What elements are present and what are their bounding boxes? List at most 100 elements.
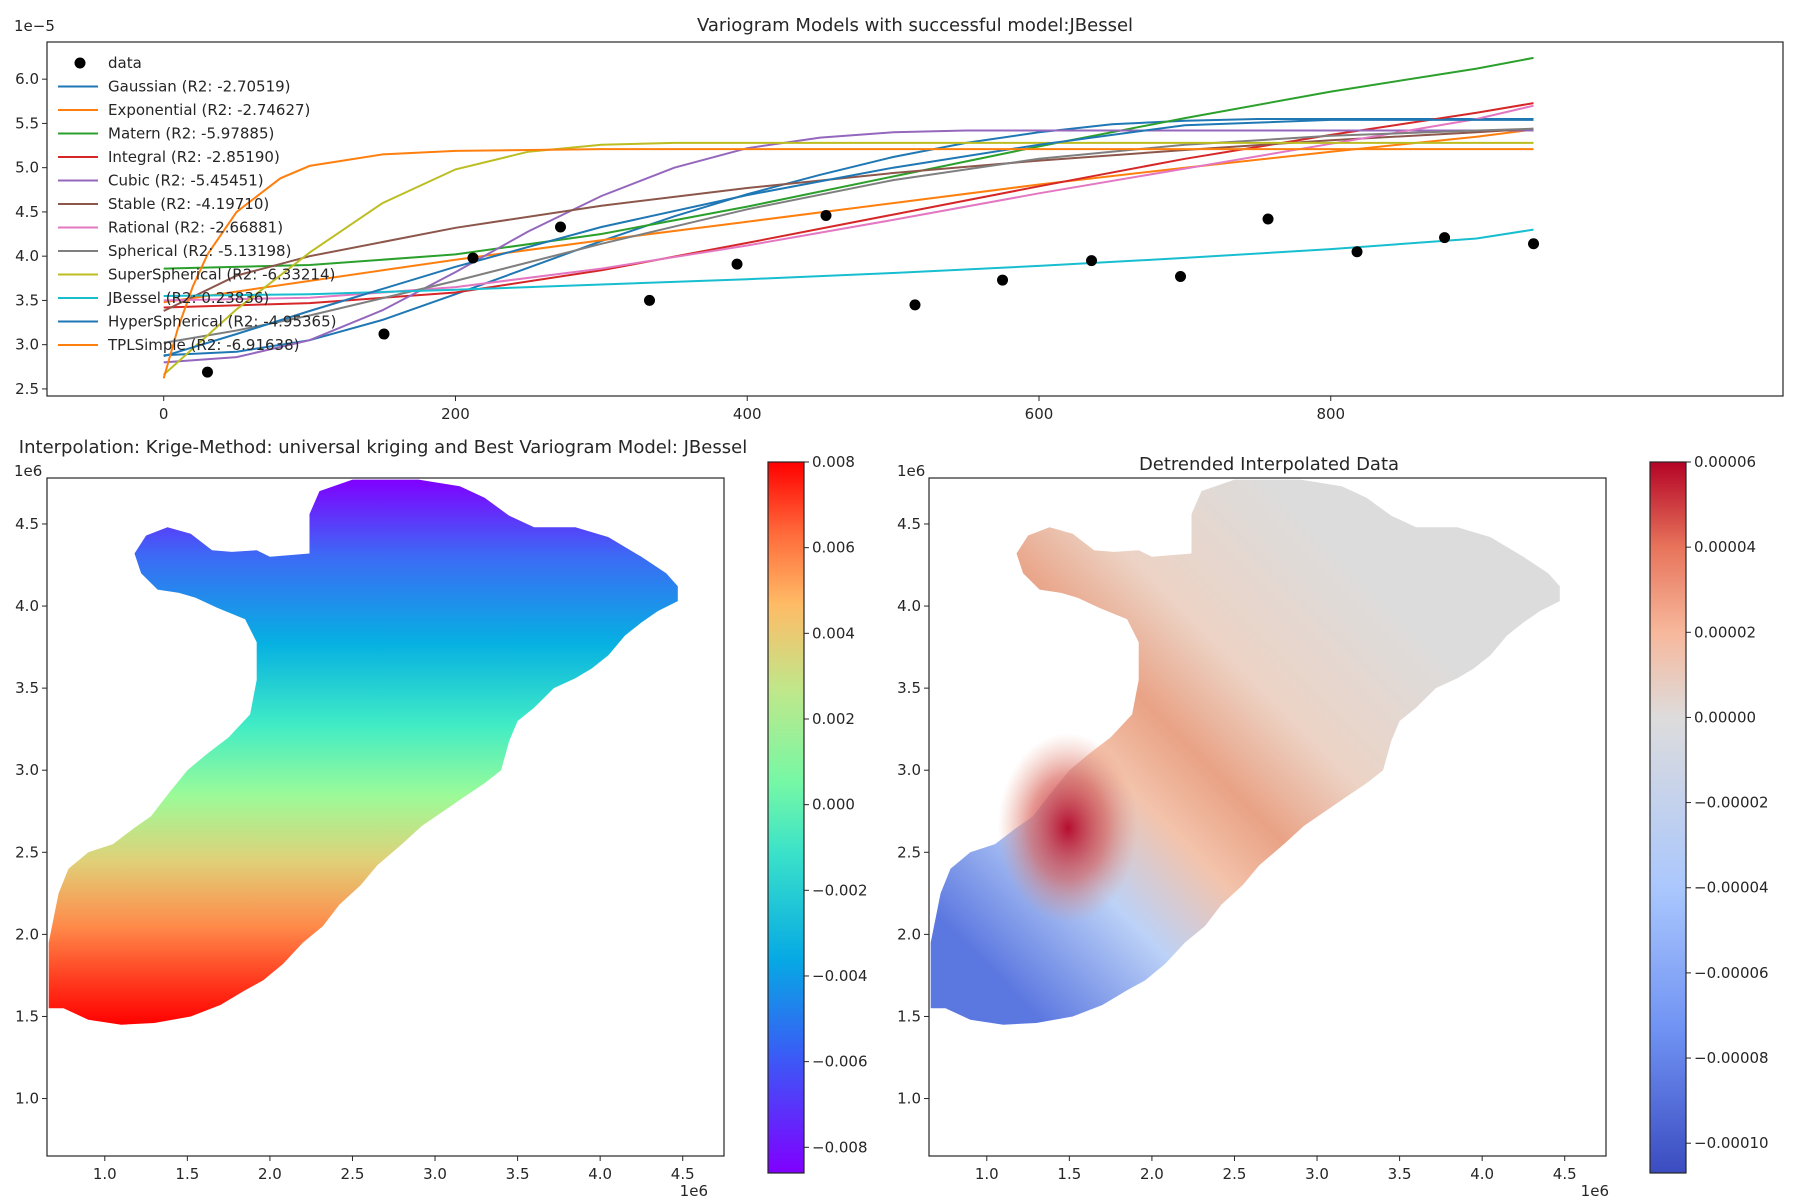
legend-label: HyperSpherical (R2: -4.95365)	[108, 313, 337, 331]
variogram-data-points	[201, 209, 1540, 378]
colorbar-tick-label: −0.002	[812, 881, 868, 899]
interpolation-axes-ticks: 1.0 1.5 2.0 2.5 3.0 3.5 4.0 4.5 1.0 1.5 2.0 2.5 3.0 3…	[15, 515, 695, 1183]
y-tick-label: 6.0	[15, 70, 39, 88]
legend-label: Matern (R2: -5.97885)	[108, 125, 274, 143]
data-point	[1262, 213, 1274, 225]
x-tick-label: 4.5	[1553, 1165, 1577, 1183]
x-tick-label: 3.5	[1388, 1165, 1412, 1183]
y-tick-label: 2.0	[15, 925, 39, 943]
y-tick-label: 1.5	[897, 1007, 921, 1025]
legend-label: TPLSimple (R2: -6.91638)	[107, 336, 299, 354]
x-tick-label: 1.5	[1057, 1165, 1081, 1183]
interpolated-surface	[48, 479, 678, 1025]
colorbar-tick-label: 0.00006	[1694, 453, 1756, 471]
legend-label: SuperSpherical (R2: -6.33214)	[108, 266, 335, 284]
variogram-plot-frame	[46, 41, 1784, 397]
interpolation-colorbar	[767, 461, 805, 1174]
colorbar-tick-label: −0.00008	[1694, 1049, 1769, 1067]
detrended-colorbar	[1649, 461, 1687, 1174]
y-tick-label: 3.5	[897, 679, 921, 697]
y-tick-label: 4.5	[15, 515, 39, 533]
data-point	[1086, 255, 1098, 267]
x-tick-label: 600	[1025, 405, 1054, 423]
x-tick-label: 1.5	[175, 1165, 199, 1183]
legend-label: data	[108, 54, 142, 72]
x-tick-label: 800	[1316, 405, 1345, 423]
y-tick-label: 5.0	[15, 159, 39, 177]
x-tick-label: 1.0	[93, 1165, 117, 1183]
colorbar-tick-label: 0.008	[812, 453, 855, 471]
detrended-plot-frame	[928, 477, 1607, 1157]
colorbar-tick-label: 0.002	[812, 710, 855, 728]
colorbar-tick-label: −0.00002	[1694, 794, 1769, 812]
x-tick-label: 3.5	[506, 1165, 530, 1183]
interpolation-panel: Interpolation: Krige-Method: universal k…	[14, 437, 868, 1200]
colorbar-tick-label: 0.006	[812, 539, 855, 557]
x-tick-label: 2.0	[258, 1165, 282, 1183]
colorbar-tick-label: −0.008	[812, 1138, 868, 1156]
variogram-panel: Variogram Models with successful model:J…	[14, 15, 1784, 423]
model-curve	[163, 128, 1534, 304]
legend-label: Rational (R2: -2.66881)	[108, 219, 283, 237]
colorbar-tick-label: 0.000	[812, 796, 855, 814]
detrended-hotspot	[998, 733, 1138, 923]
y-tick-label: 3.5	[15, 679, 39, 697]
model-curve	[163, 141, 1534, 376]
x-tick-label: 4.0	[588, 1165, 612, 1183]
x-tick-label: 1.0	[975, 1165, 999, 1183]
model-curve	[163, 118, 1534, 357]
data-point	[1439, 232, 1451, 244]
model-curve	[162, 148, 1534, 379]
data-point	[201, 366, 213, 378]
model-curve	[163, 118, 1534, 358]
interpolation-colorbar-ticks: 0.008 0.006 0.004 0.002 0.000 −0.002 −0.004 −0.…	[804, 453, 868, 1156]
colorbar-tick-label: −0.00006	[1694, 964, 1769, 982]
legend-label: Cubic (R2: -5.45451)	[108, 172, 264, 190]
y-tick-label: 3.0	[15, 761, 39, 779]
x-tick-label: 2.0	[1140, 1165, 1164, 1183]
variogram-y-offset-label: 1e−5	[14, 17, 55, 35]
variogram-model-lines	[162, 56, 1534, 379]
variogram-title: Variogram Models with successful model:J…	[697, 15, 1133, 36]
y-tick-label: 3.0	[897, 761, 921, 779]
interpolation-x-offset-label: 1e6	[680, 1182, 708, 1200]
colorbar-tick-label: −0.00004	[1694, 879, 1769, 897]
detrended-x-offset-label: 1e6	[1581, 1182, 1609, 1200]
data-point	[1351, 246, 1363, 258]
data-point	[820, 209, 832, 221]
y-tick-label: 4.5	[15, 203, 39, 221]
x-tick-label: 3.0	[1305, 1165, 1329, 1183]
data-point	[1528, 238, 1540, 250]
detrended-surface	[930, 479, 1560, 1025]
data-point	[909, 299, 921, 311]
y-tick-label: 2.5	[15, 380, 39, 398]
model-curve	[163, 228, 1534, 297]
legend-label: Gaussian (R2: -2.70519)	[108, 78, 291, 96]
data-point	[467, 252, 479, 264]
y-tick-label: 4.5	[897, 515, 921, 533]
colorbar-tick-label: 0.00004	[1694, 538, 1756, 556]
model-curve	[163, 56, 1534, 270]
detrended-axes-ticks: 1.0 1.5 2.0 2.5 3.0 3.5 4.0 4.5 1.0 1.5 2.0 2.5 3.0 3…	[897, 515, 1577, 1183]
colorbar-tick-label: 0.004	[812, 624, 855, 642]
x-tick-label: 4.5	[671, 1165, 695, 1183]
y-tick-label: 3.5	[15, 291, 39, 309]
y-tick-label: 4.0	[15, 597, 39, 615]
x-tick-label: 0	[159, 405, 169, 423]
y-tick-label: 2.0	[897, 925, 921, 943]
colorbar-tick-label: −0.006	[812, 1053, 868, 1071]
variogram-legend: data Gaussian (R2: -2.70519) Exponential (…	[58, 54, 337, 354]
colorbar-tick-label: −0.00010	[1694, 1134, 1769, 1152]
y-tick-label: 1.0	[15, 1090, 39, 1108]
legend-label: Exponential (R2: -2.74627)	[108, 101, 310, 119]
y-tick-label: 1.0	[897, 1090, 921, 1108]
y-tick-label: 5.5	[15, 114, 39, 132]
legend-label: Integral (R2: -2.85190)	[108, 148, 280, 166]
variogram-axes-ticks: 0 200 400 600 800 2.5 3.0 3.5 4.0 4.5 5.0 5.5 6.0	[15, 70, 1345, 423]
y-tick-label: 2.5	[897, 843, 921, 861]
data-point	[378, 328, 390, 340]
y-tick-label: 1.5	[15, 1007, 39, 1025]
data-point	[643, 294, 655, 306]
